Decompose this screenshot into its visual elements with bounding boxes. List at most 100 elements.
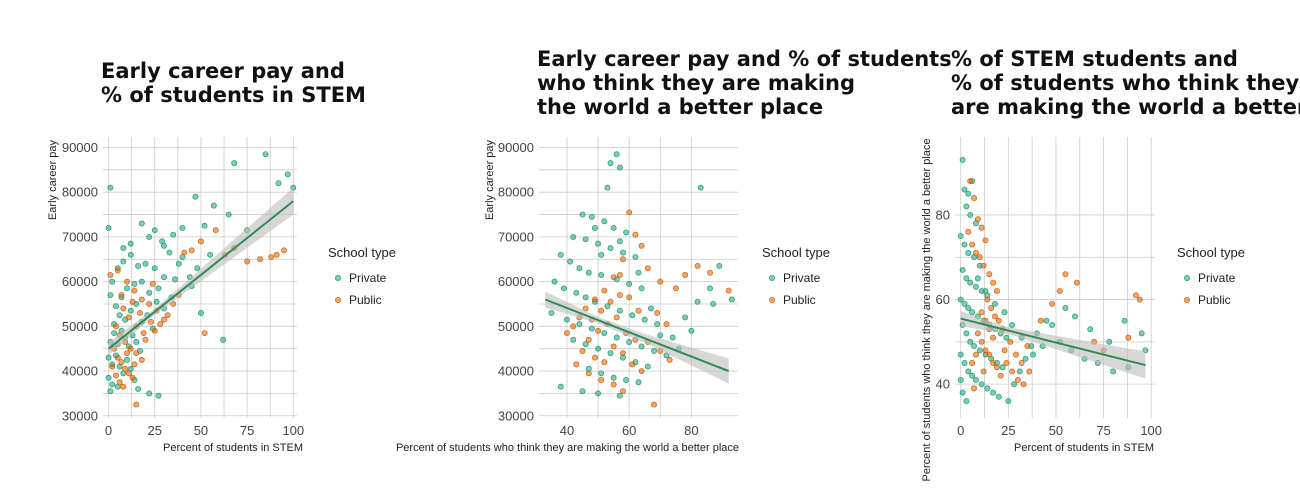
data-point <box>138 356 145 363</box>
y-tick-label: 30000 <box>498 408 534 423</box>
data-point <box>957 376 964 383</box>
y-tick-label: 90000 <box>62 140 98 155</box>
data-point <box>124 285 130 292</box>
data-point <box>576 265 583 272</box>
data-point <box>982 237 989 244</box>
data-point <box>978 309 985 316</box>
data-point <box>620 388 626 395</box>
x-tick-label: 50 <box>194 423 208 438</box>
legend-key-private <box>335 275 341 281</box>
data-point <box>992 300 998 307</box>
data-point <box>725 287 732 294</box>
data-point <box>965 228 972 235</box>
data-point <box>585 336 592 343</box>
data-point <box>635 307 642 314</box>
data-point <box>1013 351 1019 358</box>
data-point <box>990 389 997 396</box>
data-point <box>1056 288 1063 295</box>
x-axis-label: Percent of students who think they are m… <box>396 442 739 454</box>
data-point <box>635 269 642 276</box>
data-point <box>557 383 564 390</box>
data-point <box>601 359 608 366</box>
data-point <box>585 269 592 276</box>
data-point <box>127 345 134 352</box>
data-point <box>105 225 112 231</box>
data-point <box>616 164 623 171</box>
data-point <box>598 251 605 258</box>
chart-title-line: % of students in STEM <box>101 83 366 107</box>
legend-label-private: Private <box>1198 271 1236 285</box>
data-point <box>142 336 149 343</box>
trend-line <box>960 317 1146 367</box>
data-point <box>598 377 605 383</box>
data-point <box>610 274 617 281</box>
data-point <box>959 266 966 273</box>
data-point <box>969 241 976 248</box>
data-point <box>995 393 1002 400</box>
data-point <box>122 365 129 372</box>
data-point <box>1073 279 1080 286</box>
data-point <box>973 283 979 290</box>
data-point <box>588 213 595 220</box>
data-point <box>626 209 633 216</box>
data-point <box>657 278 664 285</box>
data-point <box>551 278 558 285</box>
data-point <box>644 265 651 272</box>
data-point <box>142 260 149 267</box>
data-point <box>588 325 595 332</box>
data-point <box>601 287 608 294</box>
data-point <box>984 296 991 303</box>
data-point <box>654 309 661 316</box>
data-point <box>114 354 121 361</box>
data-point <box>148 318 154 325</box>
data-point <box>114 267 121 274</box>
data-point <box>1007 338 1014 345</box>
data-point <box>598 307 605 314</box>
y-tick-label: 80000 <box>62 185 98 200</box>
data-point <box>1121 317 1128 324</box>
legend-label-public: Public <box>1198 293 1231 307</box>
data-point <box>105 374 112 381</box>
data-point <box>613 314 620 321</box>
data-point <box>179 225 186 231</box>
data-point <box>623 229 630 236</box>
data-point <box>1018 360 1025 366</box>
data-point <box>694 298 701 305</box>
data-point <box>641 316 648 323</box>
data-point <box>616 271 623 278</box>
data-point <box>595 240 602 247</box>
data-point <box>125 314 132 321</box>
data-point <box>980 368 987 375</box>
data-point <box>988 305 995 311</box>
data-point <box>710 301 717 307</box>
y-tick-label: 80000 <box>498 185 534 200</box>
data-point <box>564 316 570 323</box>
data-point <box>1011 381 1017 388</box>
data-point <box>967 338 974 345</box>
data-point <box>663 321 670 328</box>
data-point <box>1136 296 1143 303</box>
data-point <box>1106 338 1113 345</box>
data-point <box>181 249 188 256</box>
data-point <box>166 249 173 256</box>
y-tick-label: 40 <box>936 377 950 392</box>
data-point <box>993 364 1000 371</box>
data-point <box>133 401 140 408</box>
data-point <box>137 309 143 316</box>
data-point <box>682 314 689 321</box>
data-point <box>616 307 623 314</box>
data-point <box>151 265 158 272</box>
data-point <box>697 184 704 191</box>
data-point <box>974 216 981 223</box>
data-point <box>159 238 166 245</box>
data-point <box>127 240 134 247</box>
data-point <box>986 271 993 278</box>
data-point <box>109 278 116 285</box>
data-point <box>175 260 182 267</box>
data-point <box>1062 271 1069 278</box>
data-point <box>116 312 123 319</box>
data-point <box>644 363 651 370</box>
legend-key-public <box>769 297 775 303</box>
data-point <box>146 390 153 397</box>
data-point <box>1024 343 1031 350</box>
